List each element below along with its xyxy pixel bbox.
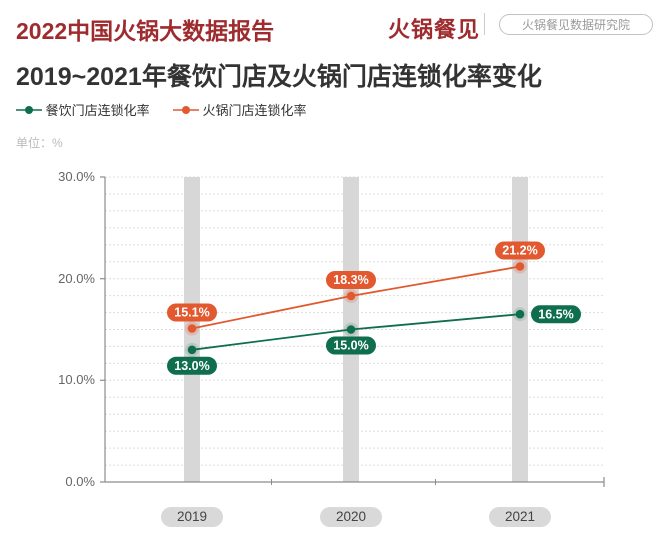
svg-text:21.2%: 21.2% xyxy=(502,244,537,258)
svg-text:16.5%: 16.5% xyxy=(538,307,573,321)
svg-text:15.1%: 15.1% xyxy=(174,306,209,320)
svg-text:13.0%: 13.0% xyxy=(174,359,209,373)
svg-text:15.0%: 15.0% xyxy=(333,339,368,353)
svg-text:18.3%: 18.3% xyxy=(333,273,368,287)
